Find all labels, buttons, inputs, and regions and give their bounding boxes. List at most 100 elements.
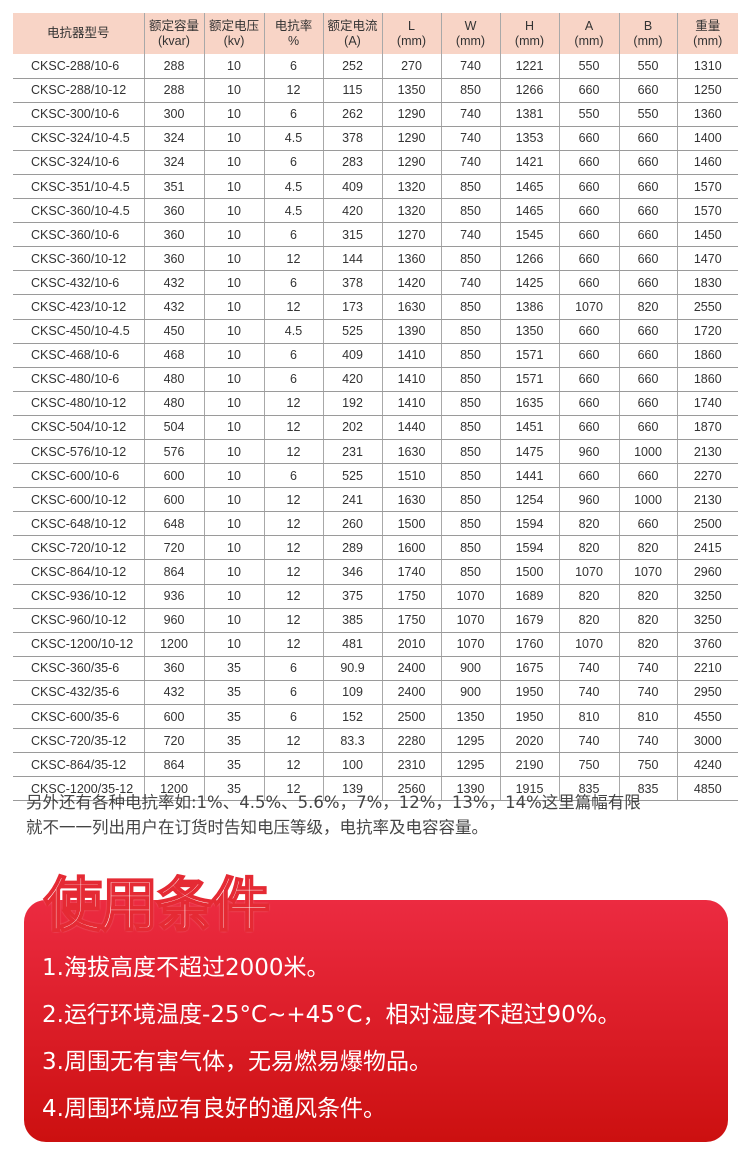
condition-item: 2.运行环境温度-25°C~+45°C，相对湿度不超过90%。	[42, 1002, 621, 1028]
table-cell: 260	[322, 511, 383, 537]
table-cell: 480	[143, 391, 205, 416]
table-row: CKSC-432/35-6 432 35 6 109 2400 900 1950 740 740 2…	[13, 680, 738, 706]
table-cell: 2550	[676, 294, 738, 320]
table-cell: 1571	[499, 367, 560, 392]
table-cell: 660	[558, 367, 620, 392]
table-cell: 850	[440, 391, 501, 416]
table-cell: 660	[618, 126, 678, 151]
table-cell: 6	[263, 54, 324, 79]
table-cell: 35	[203, 656, 265, 681]
table-cell: 468	[143, 343, 205, 368]
table-cell: 835	[558, 776, 620, 802]
table-cell: 12	[263, 584, 324, 609]
table-cell: 2950	[676, 680, 738, 706]
table-cell: 10	[203, 439, 265, 465]
table-cell: 1070	[440, 632, 501, 657]
table-cell: 750	[558, 752, 620, 778]
table-cell: 270	[381, 54, 442, 79]
table-cell: 2210	[676, 656, 738, 681]
table-cell: 12	[263, 391, 324, 416]
table-cell: CKSC-960/10-12	[13, 608, 145, 633]
table-cell: 740	[440, 150, 501, 175]
table-cell: 850	[440, 367, 501, 392]
table-cell: 10	[203, 102, 265, 127]
table-cell: 83.3	[322, 728, 383, 754]
table-row: CKSC-324/10-4.5 324 10 4.5 378 1290 740 1353 660…	[13, 126, 738, 151]
table-cell: 1500	[499, 559, 560, 585]
table-row: CKSC-480/10-6 480 10 6 420 1410 850 1571 660 660 1…	[13, 367, 738, 392]
table-cell: CKSC-576/10-12	[13, 439, 145, 465]
table-cell: 2010	[381, 632, 442, 657]
table-row: CKSC-432/10-6 432 10 6 378 1420 740 1425 660 660 1…	[13, 270, 738, 296]
table-cell: 360	[143, 222, 205, 248]
table-cell: 432	[143, 680, 205, 706]
table-cell: 1630	[381, 294, 442, 320]
table-cell: 450	[143, 319, 205, 344]
table-cell: 420	[322, 198, 383, 224]
table-cell: 420	[322, 367, 383, 392]
table-cell: 1594	[499, 535, 560, 561]
table-cell: 1070	[558, 294, 620, 320]
table-cell: 660	[558, 126, 620, 151]
table-cell: 10	[203, 319, 265, 344]
table-cell: 152	[322, 704, 383, 730]
table-cell: 12	[263, 415, 324, 441]
table-cell: 1421	[499, 150, 560, 175]
table-cell: 740	[440, 102, 501, 127]
table-cell: 1000	[618, 487, 678, 513]
table-cell: 2560	[381, 776, 442, 802]
column-header: 额定电压 (kv)	[203, 13, 265, 54]
table-cell: 850	[440, 319, 501, 344]
table-cell: 850	[440, 343, 501, 368]
table-cell: 2310	[381, 752, 442, 778]
table-cell: 4.5	[263, 174, 324, 200]
table-cell: 900	[440, 656, 501, 681]
table-row: CKSC-288/10-12 288 10 12 115 1350 850 1266 660 66…	[13, 78, 738, 103]
table-cell: 740	[440, 126, 501, 151]
table-cell: CKSC-600/35-6	[13, 704, 145, 730]
table-cell: 1451	[499, 415, 560, 441]
table-cell: 10	[203, 535, 265, 561]
table-cell: 660	[558, 246, 620, 272]
table-cell: 1571	[499, 343, 560, 368]
table-cell: 385	[322, 608, 383, 633]
table-row: CKSC-600/10-12 600 10 12 241 1630 850 1254 960 10…	[13, 487, 738, 513]
reactor-spec-table: 电抗器型号 额定容量 (kvar) 额定电压 (kv) 电抗率% 额定电流 (A) L (mm) W…	[13, 13, 738, 802]
table-cell: 1420	[381, 270, 442, 296]
table-cell: 660	[558, 222, 620, 248]
table-cell: 660	[558, 174, 620, 200]
table-cell: 1320	[381, 198, 442, 224]
table-row: CKSC-450/10-4.5 450 10 4.5 525 1390 850 1350 660…	[13, 319, 738, 344]
table-cell: CKSC-480/10-12	[13, 391, 145, 416]
table-cell: 252	[322, 54, 383, 79]
table-cell: 1360	[381, 246, 442, 272]
table-cell: CKSC-1200/35-12	[13, 776, 145, 802]
table-cell: 1425	[499, 270, 560, 296]
table-cell: 35	[203, 704, 265, 730]
column-header: 额定电流 (A)	[322, 13, 383, 54]
table-row: CKSC-468/10-6 468 10 6 409 1410 850 1571 660 660 1…	[13, 343, 738, 368]
table-cell: 1675	[499, 656, 560, 681]
table-cell: 1635	[499, 391, 560, 416]
table-cell: 3760	[676, 632, 738, 657]
table-cell: 10	[203, 367, 265, 392]
table-cell: 1410	[381, 343, 442, 368]
table-cell: 324	[143, 126, 205, 151]
table-cell: 2500	[676, 511, 738, 537]
table-cell: 378	[322, 126, 383, 151]
table-cell: CKSC-864/35-12	[13, 752, 145, 778]
table-cell: 6	[263, 270, 324, 296]
table-cell: CKSC-288/10-12	[13, 78, 145, 103]
table-cell: 360	[143, 246, 205, 272]
table-cell: CKSC-450/10-4.5	[13, 319, 145, 344]
table-cell: 660	[618, 246, 678, 272]
table-cell: 144	[322, 246, 383, 272]
table-cell: 864	[143, 559, 205, 585]
table-cell: 1381	[499, 102, 560, 127]
table-cell: CKSC-720/35-12	[13, 728, 145, 754]
table-row: CKSC-360/10-6 360 10 6 315 1270 740 1545 660 660 1…	[13, 222, 738, 248]
table-row: CKSC-720/35-12 720 35 12 83.3 2280 1295 2020 740…	[13, 728, 738, 754]
table-cell: 600	[143, 704, 205, 730]
table-cell: 35	[203, 728, 265, 754]
table-cell: 360	[143, 656, 205, 681]
